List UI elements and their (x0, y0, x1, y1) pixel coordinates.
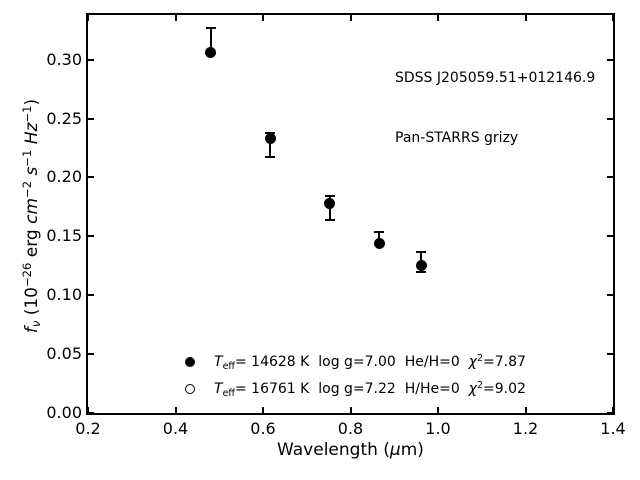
source-annotation: SDSS J205059.51+012146.9 Pan-STARRS griz… (395, 28, 595, 188)
x-tick-bottom (437, 407, 439, 413)
y-tick-left (88, 235, 94, 238)
y-tick-right (607, 353, 613, 356)
error-bar-cap-bottom (324, 218, 335, 221)
x-tick-top (524, 15, 527, 21)
y-tick-left (88, 117, 94, 120)
y-tick-label: 0.25 (46, 108, 82, 128)
chi-symbol: χ (468, 354, 477, 370)
data-point-marker (264, 133, 276, 145)
legend-entry-model2-label: Teff= 16761 K log g=7.22 H/He=0 χ2=9.02 (214, 379, 526, 399)
y-tick-label: 0.20 (46, 167, 82, 187)
x-tick-top (174, 15, 177, 21)
error-bar-cap-bottom (416, 270, 427, 273)
legend-entry-model2: Teff= 16761 K log g=7.22 H/He=0 χ2=9.02 (185, 379, 526, 399)
x-tick-top (437, 15, 439, 21)
x-tick-top (87, 15, 89, 21)
x-tick-bottom (349, 407, 352, 413)
y-tick-left (88, 58, 94, 61)
y-tick-label: 0.10 (46, 285, 82, 305)
y-tick-right (607, 117, 613, 120)
x-tick-top (262, 15, 264, 21)
y-tick-right (607, 235, 613, 238)
x-tick-label: 1.0 (425, 419, 451, 438)
legend-entry-model1-label: Teff= 14628 K log g=7.00 He/H=0 χ2=7.87 (214, 352, 526, 372)
data-point-marker (205, 47, 217, 59)
error-bar-cap-bottom (265, 156, 276, 159)
y-tick-label: 0.30 (46, 49, 82, 69)
object-name: SDSS J205059.51+012146.9 (395, 70, 596, 86)
nu-subscript: ν (29, 320, 44, 328)
x-tick-label: 0.2 (75, 419, 101, 438)
survey-name: Pan-STARRS grizy (395, 130, 519, 146)
data-point-marker (324, 197, 335, 209)
error-bar-line (269, 132, 272, 158)
x-tick-bottom (524, 407, 527, 413)
x-tick-label: 1.4 (600, 419, 626, 438)
y-tick-left (88, 294, 94, 297)
plot-area: SDSS J205059.51+012146.9 Pan-STARRS griz… (86, 13, 615, 415)
error-bar-cap-top (416, 250, 427, 253)
x-tick-top (349, 15, 352, 21)
y-tick-label: 0.05 (46, 344, 82, 364)
x-tick-bottom (174, 407, 177, 413)
data-point-marker (373, 237, 385, 249)
y-tick-label: 0.15 (46, 226, 82, 246)
y-tick-right (607, 58, 613, 61)
x-tick-label: 0.4 (162, 419, 189, 438)
flux-symbol: f (22, 327, 42, 334)
y-tick-right (607, 176, 613, 179)
x-tick-label: 0.6 (250, 419, 276, 438)
error-bar-cap-top (265, 131, 276, 134)
y-tick-left (88, 176, 94, 179)
chi-symbol: χ (468, 381, 477, 397)
x-tick-bottom (87, 407, 89, 413)
error-bar-line (209, 27, 212, 53)
error-bar-cap-top (205, 26, 216, 29)
x-tick-top (612, 15, 614, 21)
y-tick-right (607, 294, 613, 297)
x-axis-label: Wavelength (μm) (277, 440, 424, 460)
legend-entry-model1: Teff= 14628 K log g=7.00 He/H=0 χ2=7.87 (185, 352, 526, 372)
mu-symbol: μ (389, 440, 401, 460)
open-circle-icon (185, 384, 195, 394)
x-tick-label: 1.2 (512, 419, 539, 438)
error-bar-line (378, 231, 381, 244)
x-tick-bottom (612, 407, 614, 413)
x-tick-bottom (262, 407, 264, 413)
y-tick-left (88, 353, 94, 356)
y-tick-left (88, 412, 94, 414)
error-bar-cap-top (374, 230, 385, 233)
filled-circle-icon (185, 357, 195, 367)
data-point-marker (415, 260, 427, 272)
x-tick-label: 0.8 (337, 419, 364, 438)
y-tick-label: 0.00 (46, 403, 82, 422)
error-bar-cap-top (324, 195, 335, 198)
y-tick-right (607, 412, 613, 414)
